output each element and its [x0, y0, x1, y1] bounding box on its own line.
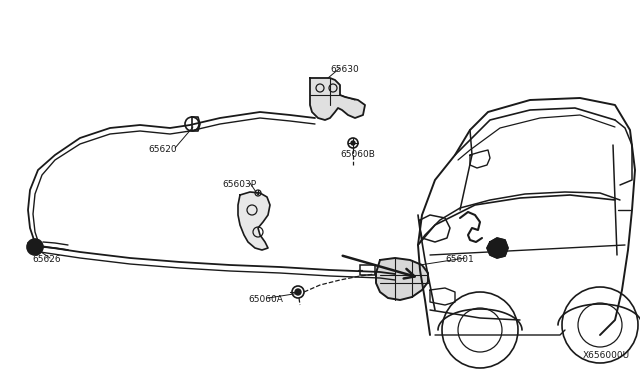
Text: 65620: 65620	[148, 145, 177, 154]
Circle shape	[295, 289, 301, 295]
Text: 65630: 65630	[330, 65, 359, 74]
Text: 65603P: 65603P	[222, 180, 256, 189]
Circle shape	[351, 141, 355, 145]
Text: 65601: 65601	[445, 255, 474, 264]
Polygon shape	[376, 258, 428, 300]
Polygon shape	[310, 78, 365, 120]
Text: 65060A: 65060A	[248, 295, 283, 304]
Circle shape	[27, 239, 43, 255]
Bar	[360, 265, 375, 275]
Polygon shape	[238, 192, 270, 250]
Text: X656000U: X656000U	[583, 351, 630, 360]
Polygon shape	[487, 238, 508, 258]
Text: 65626: 65626	[32, 255, 61, 264]
Text: 65060B: 65060B	[340, 150, 375, 159]
